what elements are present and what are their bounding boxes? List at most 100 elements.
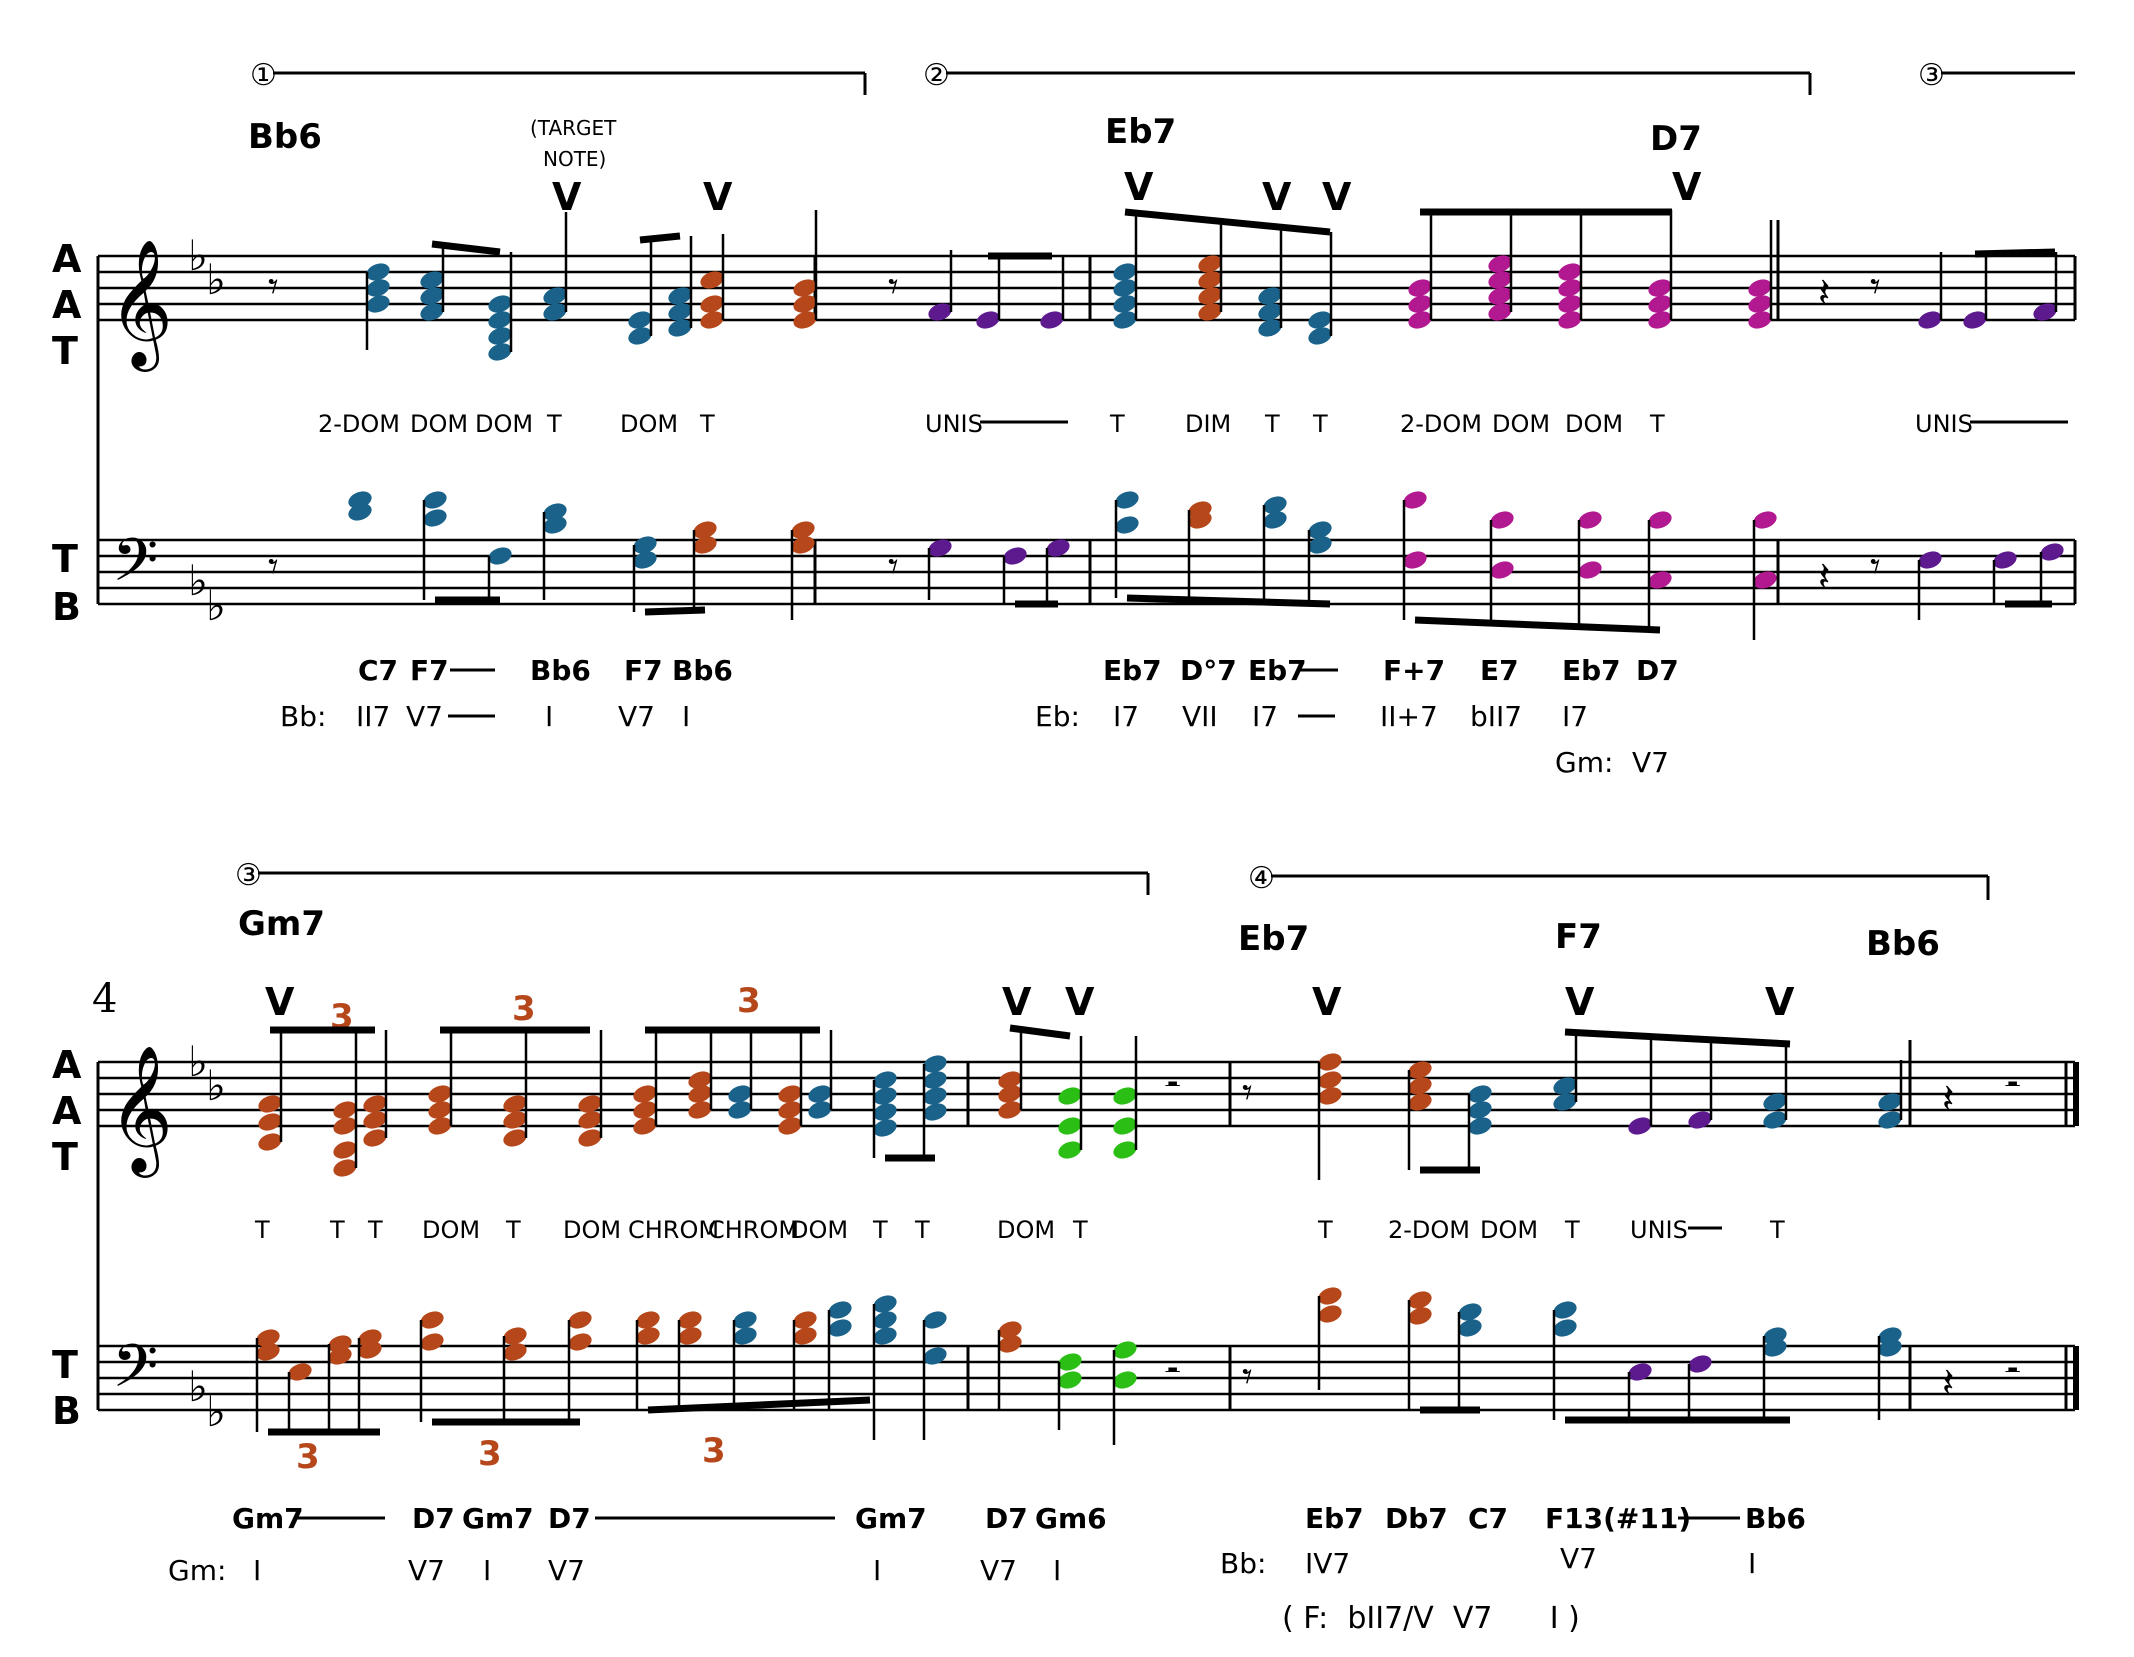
measure-number: 4 [92, 976, 117, 1022]
note-head [998, 1101, 1022, 1119]
triplet-number: 3 [478, 1434, 502, 1474]
roman-numeral: I [682, 700, 690, 733]
technique-label: DOM [563, 1216, 621, 1244]
note-head [1458, 1303, 1482, 1321]
note-head [1763, 1093, 1787, 1111]
note-head [1408, 279, 1432, 297]
note-head [1113, 1341, 1137, 1359]
note-head [873, 1311, 897, 1329]
note-head [1408, 1061, 1432, 1079]
roman-numeral: I7 [1562, 700, 1588, 733]
technique-label: T [1312, 410, 1328, 438]
roman-analysis-1: Bb: II7 V7 I V7 I Eb: I7 VII I7 II+7 bII… [280, 700, 1669, 779]
triplet-number: 3 [296, 1437, 320, 1477]
chord-symbol: Bb6 [1745, 1502, 1806, 1535]
key-label: Gm: [168, 1554, 226, 1587]
accent-mark: V [552, 175, 582, 219]
roman-numeral: V7 [406, 700, 443, 733]
note-head [423, 509, 447, 527]
phrase-mark-3: ③ [1918, 58, 1945, 93]
technique-label: T [1317, 1216, 1333, 1244]
key-label: Bb: [280, 700, 326, 733]
note-head [1408, 311, 1432, 329]
note-head [1578, 561, 1602, 579]
chord-symbol: C7 [1468, 1502, 1508, 1535]
phrase-bracket-4: ④ [1248, 861, 1990, 900]
phrase-bracket-3: ③ [1918, 58, 2075, 93]
note-head [700, 311, 724, 329]
note-head [1198, 271, 1222, 289]
note-head [1003, 547, 1027, 565]
note-head [420, 287, 444, 305]
svg-text:♭: ♭ [206, 1387, 226, 1436]
note-head [428, 1101, 452, 1119]
note-head [1648, 511, 1672, 529]
technique-label: DOM [790, 1216, 848, 1244]
note-head [1963, 311, 1987, 329]
note-head [1408, 1291, 1432, 1309]
note-head [791, 521, 815, 539]
note-head [1318, 1071, 1342, 1089]
phrase-mark-2: ② [923, 58, 950, 93]
technique-row-2: T T T DOM T DOM CHROM CHROM DOM T T DOM … [254, 1216, 1785, 1244]
triplet-number: 3 [737, 981, 761, 1021]
note-head [633, 1101, 657, 1119]
staff-label-bari: B [52, 1389, 81, 1433]
note-head [1558, 311, 1582, 329]
note-head [366, 279, 390, 297]
note-head [488, 327, 512, 345]
technique-label: T [254, 1216, 270, 1244]
svg-text:♭: ♭ [188, 1362, 208, 1411]
barlines-1 [813, 220, 2077, 604]
note-head [1878, 1339, 1902, 1357]
note-head [1058, 1371, 1082, 1389]
accent-mark: V [1124, 165, 1154, 209]
note-head [1488, 255, 1512, 273]
note-head [1458, 1319, 1482, 1337]
note-head [1408, 1077, 1432, 1095]
key-signature-bass: ♭♭ [188, 556, 226, 630]
rests-1: 𝄾 𝄾 𝄾 𝄾 𝄾 𝄾 𝄽 𝄽 [268, 264, 1881, 600]
technique-label: T [546, 410, 562, 438]
roman-numeral: V7 [618, 700, 655, 733]
note-head [928, 539, 952, 557]
svg-text:𝄾: 𝄾 [888, 544, 899, 590]
accent-mark: V [265, 980, 295, 1024]
chord-top-d7: D7 [1650, 119, 1702, 159]
note-beam [1124, 208, 1331, 236]
note-head [1263, 511, 1287, 529]
note-head [928, 303, 952, 321]
note-head [333, 1117, 357, 1135]
technique-label: UNIS [1630, 1216, 1688, 1244]
key-signature-treble: ♭♭ [188, 231, 226, 304]
svg-text:𝄼: 𝄼 [2005, 1350, 2020, 1396]
note-head [793, 295, 817, 313]
note-head [256, 1343, 280, 1361]
note-head [700, 271, 724, 289]
note-head [258, 1113, 282, 1131]
note-head [328, 1335, 352, 1353]
svg-text:𝄾: 𝄾 [888, 264, 899, 310]
barlines-2 [966, 1040, 2079, 1410]
note-head [428, 1117, 452, 1135]
note-head [363, 1111, 387, 1129]
note-head [420, 303, 444, 321]
roman-numeral: II+7 [1380, 700, 1438, 733]
note-beam [1974, 248, 2056, 258]
roman-numeral: II7 [356, 700, 390, 733]
svg-text:𝄽: 𝄽 [1942, 1360, 1954, 1406]
note-head [1198, 255, 1222, 273]
note-head [423, 491, 447, 509]
svg-text:♭: ♭ [188, 556, 208, 605]
note-head [420, 1311, 444, 1329]
accent-mark: V [1262, 175, 1292, 219]
accent-mark: V [703, 175, 733, 219]
note-head [923, 1311, 947, 1329]
note-head [791, 536, 815, 554]
note-head [1763, 1339, 1787, 1357]
note-head [428, 1085, 452, 1103]
note-head [1113, 311, 1137, 329]
note-beam [431, 240, 501, 256]
note-head [1628, 1363, 1652, 1381]
note-head [543, 303, 567, 321]
